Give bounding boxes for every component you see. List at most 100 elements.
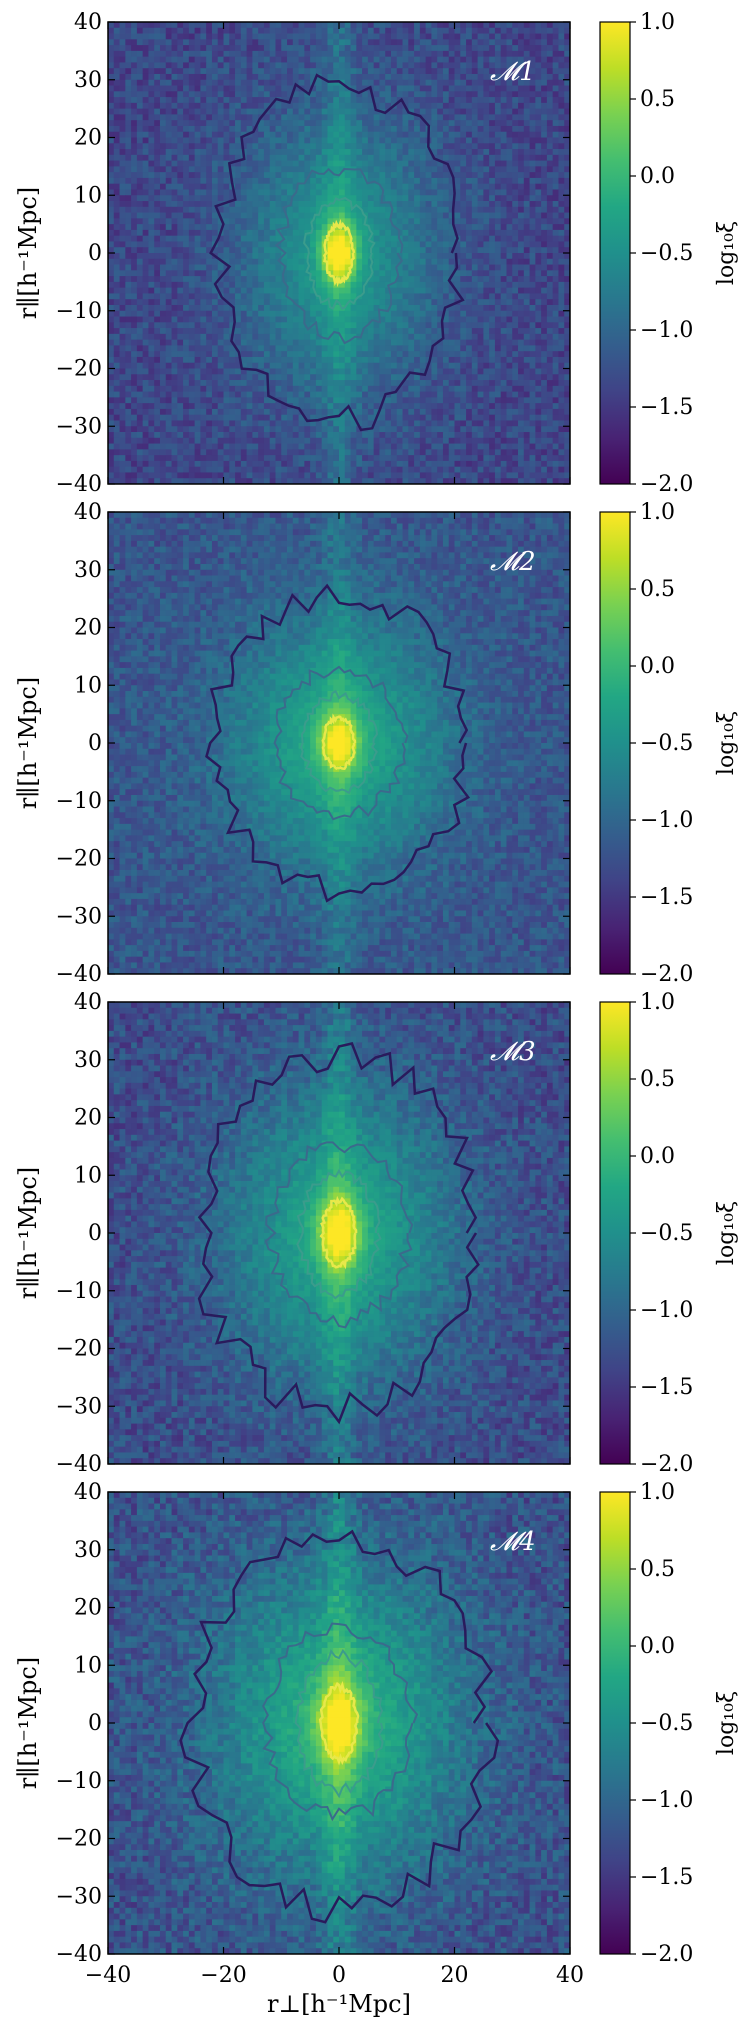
heatmap-cell (136, 91, 144, 98)
heatmap-cell (500, 287, 507, 294)
heatmap-cell (246, 137, 253, 144)
heatmap-cell (206, 235, 213, 242)
heatmap-cell (165, 143, 172, 150)
heatmap-cell (390, 270, 398, 277)
heatmap-cell (148, 62, 155, 69)
heatmap-cell (546, 39, 554, 46)
heatmap-cell (263, 160, 271, 167)
heatmap-cell (223, 183, 230, 190)
heatmap-cell (408, 39, 415, 46)
heatmap-cell (183, 316, 190, 323)
heatmap-cell (258, 316, 265, 323)
heatmap-cell (466, 33, 473, 40)
heatmap-cell (287, 195, 294, 202)
heatmap-cell (217, 68, 224, 75)
heatmap-cell (344, 68, 351, 75)
heatmap-cell (131, 264, 138, 271)
heatmap-cell (414, 362, 421, 369)
heatmap-cell (523, 149, 530, 156)
heatmap-cell (165, 368, 172, 375)
heatmap-cell (194, 183, 201, 190)
heatmap-cell (211, 293, 219, 300)
heatmap-cell (159, 154, 167, 162)
heatmap-cell (327, 351, 334, 358)
heatmap-cell (558, 212, 565, 219)
heatmap-cell (431, 166, 438, 173)
heatmap-cell (483, 91, 490, 98)
heatmap-cell (177, 149, 184, 156)
heatmap-cell (362, 368, 369, 375)
heatmap-cell (546, 143, 554, 150)
heatmap-cell (287, 368, 294, 375)
heatmap-cell (500, 160, 507, 167)
heatmap-cell (500, 270, 507, 277)
heatmap-cell (489, 195, 496, 202)
heatmap-cell (298, 253, 305, 260)
heatmap-cell (552, 33, 559, 40)
heatmap-cell (142, 33, 149, 40)
heatmap-cell (108, 276, 115, 283)
heatmap-cell (448, 125, 455, 133)
heatmap-cell (471, 374, 479, 381)
heatmap-cell (275, 304, 282, 312)
heatmap-cell (529, 33, 536, 40)
heatmap-cell (373, 33, 380, 40)
heatmap-cell (356, 247, 363, 254)
heatmap-cell (379, 85, 386, 92)
heatmap-cell (448, 102, 455, 110)
heatmap-cell (131, 108, 138, 115)
heatmap-cell (344, 114, 351, 121)
heatmap-cell (500, 125, 507, 133)
heatmap-cell (183, 154, 190, 162)
heatmap-cell (396, 189, 403, 196)
heatmap-cell (223, 345, 230, 352)
heatmap-cell (523, 270, 530, 277)
heatmap-cell (356, 50, 363, 58)
heatmap-cell (131, 356, 138, 364)
heatmap-cell (258, 264, 265, 271)
heatmap-cell (437, 333, 444, 341)
heatmap-cell (304, 114, 311, 121)
heatmap-cell (552, 368, 559, 375)
heatmap-cell (310, 299, 317, 306)
heatmap-cell (425, 62, 432, 69)
heatmap-cell (246, 224, 253, 231)
heatmap-cell (292, 299, 299, 306)
heatmap-cell (373, 212, 380, 219)
heatmap-cell (223, 91, 230, 98)
heatmap-cell (258, 345, 265, 352)
heatmap-cell (356, 160, 363, 167)
heatmap-cell (177, 45, 184, 52)
heatmap-cell (448, 345, 455, 352)
heatmap-cell (154, 229, 161, 237)
heatmap-cell (506, 102, 513, 110)
heatmap-cell (223, 160, 230, 167)
heatmap-cell (448, 183, 455, 190)
heatmap-cell (333, 362, 340, 369)
heatmap-cell (200, 154, 207, 162)
heatmap-cell (558, 195, 565, 202)
heatmap-cell (367, 120, 375, 127)
heatmap-cell (408, 241, 415, 248)
heatmap-cell (240, 368, 248, 375)
heatmap-cell (304, 172, 311, 179)
heatmap-cell (344, 201, 351, 208)
heatmap-cell (263, 368, 271, 375)
heatmap-cell (235, 201, 242, 208)
heatmap-cell (304, 131, 311, 138)
heatmap-cell (339, 281, 346, 289)
heatmap-cell (339, 270, 346, 277)
heatmap-cell (431, 189, 438, 196)
heatmap-cell (558, 258, 565, 265)
heatmap-cell (321, 229, 328, 237)
heatmap-cell (558, 316, 565, 323)
heatmap-cell (552, 154, 559, 162)
heatmap-cell (431, 229, 438, 237)
heatmap-cell (558, 351, 565, 358)
heatmap-cell (258, 299, 265, 306)
heatmap-cell (315, 264, 323, 271)
heatmap-cell (408, 374, 415, 381)
heatmap-cell (379, 351, 386, 358)
heatmap-cell (315, 62, 323, 69)
heatmap-cell (523, 322, 530, 329)
